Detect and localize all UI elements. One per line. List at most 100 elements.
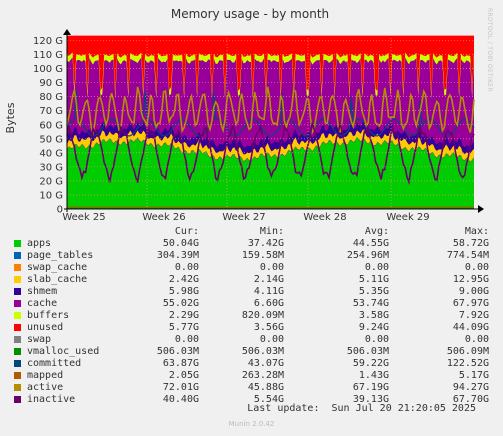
max-value: 5.17G	[458, 370, 489, 381]
min-value: 0.00	[259, 334, 284, 345]
max-value: 58.72G	[452, 238, 489, 249]
legend-swatch	[14, 360, 21, 367]
min-value: 159.58M	[241, 250, 284, 261]
min-value: 2.14G	[253, 274, 284, 285]
legend-swatch	[14, 288, 21, 295]
max-value: 94.27G	[452, 382, 489, 393]
min-value: 820.09M	[241, 310, 284, 321]
legend-swatch	[14, 336, 21, 343]
avg-value: 39.13G	[352, 394, 389, 405]
y-tick-label: 110 G	[33, 50, 63, 61]
rrdtool-credit: RRDTOOL / TOBI OETIKER	[486, 8, 493, 92]
header-avg: Avg:	[364, 226, 389, 237]
x-tick-label: Week 28	[303, 212, 346, 223]
line-committed	[66, 91, 475, 137]
min-value: 45.88G	[247, 382, 284, 393]
line-inactive	[66, 122, 475, 186]
avg-value: 44.55G	[352, 238, 389, 249]
cur-value: 55.02G	[162, 298, 199, 309]
max-value: 9.00G	[458, 286, 489, 297]
y-tick-label: 60 G	[39, 120, 63, 131]
min-value: 6.60G	[253, 298, 284, 309]
y-tick-label: 50 G	[39, 134, 63, 145]
max-value: 774.54M	[446, 250, 489, 261]
avg-value: 59.22G	[352, 358, 389, 369]
legend-swatch	[14, 384, 21, 391]
y-tick-label: 90 G	[39, 78, 63, 89]
min-value: 5.54G	[253, 394, 284, 405]
x-tick-label: Week 27	[222, 212, 265, 223]
cur-value: 304.39M	[156, 250, 199, 261]
area-buffers	[67, 52, 474, 99]
max-value: 67.70G	[452, 394, 489, 405]
y-tick-label: 40 G	[39, 148, 63, 159]
legend-swatch	[14, 264, 21, 271]
avg-value: 5.11G	[358, 274, 389, 285]
legend-label: active	[27, 382, 64, 393]
max-value: 0.00	[464, 334, 489, 345]
avg-value: 9.24G	[358, 322, 389, 333]
y-tick-label: 0	[57, 205, 63, 216]
chart-title: Memory usage - by month	[171, 7, 329, 21]
avg-value: 254.96M	[346, 250, 389, 261]
legend-label: page_tables	[27, 250, 94, 261]
legend-swatch	[14, 252, 21, 259]
legend-swatch	[14, 372, 21, 379]
y-tick-label: 70 G	[39, 106, 63, 117]
last-update: Last update: Sun Jul 20 21:20:05 2025	[247, 403, 476, 414]
line-active	[66, 86, 475, 136]
x-tick-label: Week 26	[142, 212, 185, 223]
legend-label: cache	[27, 298, 58, 309]
max-value: 44.09G	[452, 322, 489, 333]
x-axis-arrow	[478, 205, 484, 213]
legend-label: mapped	[27, 370, 64, 381]
legend-label: slab_cache	[27, 274, 88, 285]
cur-value: 0.00	[174, 334, 199, 345]
avg-value: 67.19G	[352, 382, 389, 393]
cur-value: 5.98G	[168, 286, 199, 297]
legend-label: unused	[27, 322, 64, 333]
y-tick-label: 20 G	[39, 176, 63, 187]
max-value: 12.95G	[452, 274, 489, 285]
min-value: 3.56G	[253, 322, 284, 333]
legend-swatch	[14, 348, 21, 355]
legend-label: committed	[27, 358, 82, 369]
max-value: 506.09M	[446, 346, 489, 357]
legend-label: vmalloc_used	[27, 346, 100, 357]
cur-value: 72.01G	[162, 382, 199, 393]
cur-value: 5.77G	[168, 322, 199, 333]
cur-value: 2.29G	[168, 310, 199, 321]
x-tick-label: Week 25	[62, 212, 105, 223]
header-cur: Cur:	[174, 226, 199, 237]
legend-swatch	[14, 276, 21, 283]
avg-value: 506.03M	[346, 346, 389, 357]
x-tick-label: Week 29	[386, 212, 429, 223]
min-value: 0.00	[259, 262, 284, 273]
legend-label: apps	[27, 238, 52, 249]
cur-value: 0.00	[174, 262, 199, 273]
header-min: Min:	[259, 226, 284, 237]
legend-label: inactive	[27, 394, 76, 405]
avg-value: 0.00	[364, 334, 389, 345]
y-tick-label: 80 G	[39, 92, 63, 103]
avg-value: 0.00	[364, 262, 389, 273]
cur-value: 40.40G	[162, 394, 199, 405]
y-tick-label: 30 G	[39, 162, 63, 173]
memory-usage-chart: Memory usage - by month Bytes 0 10 G 20 G 3…	[4, 7, 484, 223]
y-axis-label: Bytes	[4, 102, 17, 133]
cur-value: 2.42G	[168, 274, 199, 285]
legend-label: swap	[27, 334, 52, 345]
min-value: 506.03M	[241, 346, 284, 357]
min-value: 4.11G	[253, 286, 284, 297]
header-max: Max:	[464, 226, 489, 237]
avg-value: 1.43G	[358, 370, 389, 381]
min-value: 37.42G	[247, 238, 284, 249]
x-tick-labels: Week 25 Week 26 Week 27 Week 28 Week 29	[62, 212, 429, 223]
max-value: 122.52G	[446, 358, 489, 369]
y-axis-arrow	[63, 29, 71, 35]
max-value: 7.92G	[458, 310, 489, 321]
legend-label: buffers	[27, 310, 70, 321]
area-slab-cache	[67, 129, 474, 162]
line-series	[66, 86, 475, 209]
y-tick-label: 10 G	[39, 190, 63, 201]
